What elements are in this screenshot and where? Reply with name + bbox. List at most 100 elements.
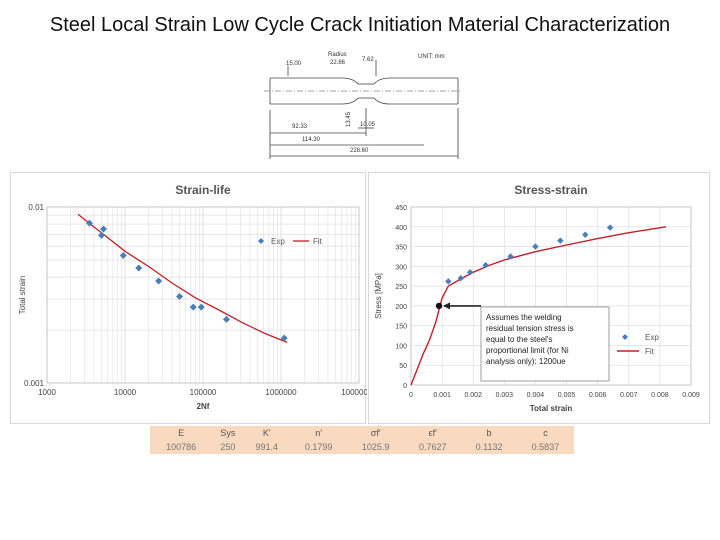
x-tick-label: 100000 [190,388,217,397]
fit-series-line [77,213,288,344]
table-cell: 0.1799 [304,442,333,452]
page-title: Steel Local Strain Low Cycle Crack Initi… [49,14,671,36]
y-tick-label: 450 [395,205,407,212]
exp-data-point [189,303,197,311]
table-cell: 100786 [166,442,197,452]
table-cell: 1025.9 [361,442,390,452]
dim-reduced-section: 114.30 [302,137,320,143]
exp-data-point [197,303,205,311]
strain-life-plot: 1000 10000 100000 1000000 10000000 0.001 0.01 S… [18,183,367,411]
exp-data-point [98,231,106,239]
y-axis-label: Stress [MPa] [374,273,383,319]
dim-shoulder: 13.45 [346,111,353,128]
table-header-row: E Sys K' n' σf' εf' b c [150,426,574,440]
x-tick-label: 0.008 [651,392,669,399]
annotation-box [480,306,610,382]
fit-series-line [410,226,667,386]
y-tick-label: 50 [399,363,407,370]
exp-data-point [99,225,107,233]
x-tick-label: 0.005 [558,392,576,399]
x-tick-label: 0.002 [464,392,482,399]
specimen-outline [264,60,462,159]
x-tick-label: 10000000 [341,388,367,397]
unit-label: UNIT: mm [418,54,445,60]
x-tick-label: 0.001 [433,392,451,399]
exp-data-point [582,231,589,238]
dim-gauge-diameter: 7.62 [362,57,374,63]
exp-data-point [135,264,143,272]
exp-data-point [466,269,474,276]
y-tick-label: 0 [403,383,407,390]
exp-data-point [532,243,539,250]
table-cell: 0.5837 [531,442,560,452]
header-cell: E [178,428,185,438]
legend-exp-marker [622,334,628,340]
table-cell: 250 [220,442,236,452]
radius-label: Radius [328,52,347,58]
exp-data-point [457,275,464,282]
y-tick-label: 0.001 [24,379,45,388]
dim-grip-to-centre: 92.33 [292,124,308,130]
x-tick-label: 0.003 [496,392,514,399]
y-tick-label: 200 [395,304,407,311]
annotation-text-line: equal to the steel's [486,335,552,344]
annotation-text-line: residual tension stress is [486,324,574,333]
exp-data-point [606,224,614,231]
y-tick-label: 150 [395,324,407,331]
header-cell: σf' [370,428,381,438]
exp-data-point [222,315,230,323]
stress-strain-plot: 0 0.001 0.002 0.003 0.004 0.005 0.006 0.007 0.00… [374,183,700,413]
header-cell: c [543,428,548,438]
chart-title: Strain-life [175,183,231,197]
strain-life-chart: 1000 10000 100000 1000000 10000000 0.001 0.01 S… [10,172,367,424]
y-tick-label: 0.01 [28,203,44,212]
y-axis-label: Total strain [18,276,27,315]
x-axis-label: 2Nf [197,402,210,411]
legend-fit-label: Fit [645,347,655,356]
specimen-drawing: Radius 22.86 UNIT: mm 7.62 15.00 13.45 9… [258,48,464,160]
legend-exp-label: Exp [271,237,285,246]
dim-grip-diameter: 15.00 [286,61,302,67]
radius-value: 22.86 [330,60,346,66]
x-tick-label: 1000000 [265,388,297,397]
y-tick-label: 350 [395,245,407,252]
annotation-point [435,302,443,310]
table-cell: 0.1132 [475,442,503,452]
annotation-text-line: proportional limit (for Ni [486,346,569,355]
chart-title: Stress-strain [514,183,587,197]
exp-data-point [176,293,184,301]
exp-data-point [445,278,452,285]
x-tick-label: 0 [409,392,413,399]
legend-fit-label: Fit [313,237,323,246]
plot-area [410,206,692,386]
y-tick-label: 100 [395,343,407,350]
x-axis-label: Total strain [530,404,573,413]
plot-area [46,206,360,384]
y-tick-label: 300 [395,264,407,271]
y-tick-label: 400 [395,225,407,232]
header-cell: b [486,428,492,438]
x-tick-label: 0.007 [620,392,638,399]
annotation-text-line: Assumes the welding [486,313,562,322]
exp-data-point [482,261,489,269]
exp-data-point [280,334,288,342]
x-tick-label: 0.006 [589,392,607,399]
x-tick-label: 1000 [38,388,56,397]
material-properties-table: E Sys K' n' σf' εf' b c 100786 250 991.4… [150,426,574,454]
exp-data-point [119,252,127,260]
x-tick-label: 0.009 [682,392,700,399]
x-tick-label: 10000 [114,388,137,397]
table-cell: 0.7627 [418,442,447,452]
y-tick-label: 250 [395,284,407,291]
annotation-text-line: analysis only): 1200ue [486,357,566,366]
stress-strain-chart: 0 0.001 0.002 0.003 0.004 0.005 0.006 0.007 0.00… [368,172,710,424]
table-row: 100786 250 991.4 0.1799 1025.9 0.7627 0.… [150,440,574,454]
dim-overall-length: 228.60 [350,148,369,154]
legend-exp-label: Exp [645,333,659,342]
header-cell: Sys [220,428,236,438]
header-cell: n' [315,428,322,438]
header-cell: K' [262,428,271,438]
exp-data-point [85,219,93,227]
dim-gauge-length: 10.05 [360,122,376,128]
header-cell: εf' [428,428,437,438]
